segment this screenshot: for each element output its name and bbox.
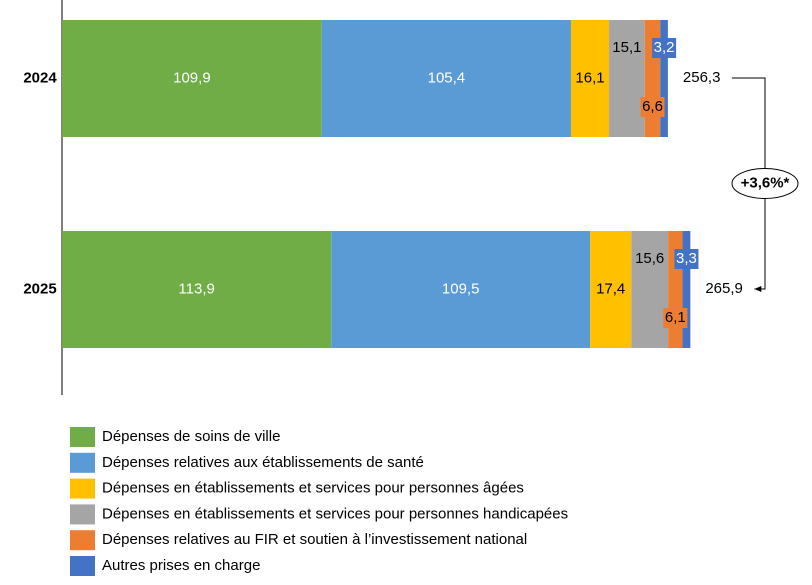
value-label-box <box>640 97 665 117</box>
bar-segment <box>321 20 571 137</box>
legend-swatch <box>70 556 95 576</box>
total-label: 256,3 <box>683 69 721 86</box>
bar-segment <box>668 231 683 348</box>
value-label: 3,2 <box>654 39 675 56</box>
value-label-box <box>652 38 677 58</box>
legend-swatch <box>70 452 95 473</box>
bar-segment <box>644 20 661 137</box>
value-label: 6,6 <box>642 98 663 115</box>
bar-segment <box>660 20 668 137</box>
bar-segment <box>682 231 691 348</box>
value-label: 113,9 <box>178 280 214 297</box>
bar-segment <box>590 231 632 348</box>
value-label: 17,4 <box>596 280 625 297</box>
category-label: 2024 <box>23 69 57 86</box>
value-label: 109,9 <box>173 69 211 86</box>
legend-label: Autres prises en charge <box>102 557 260 574</box>
legend-swatch <box>70 478 95 499</box>
category-label: 2025 <box>23 280 56 297</box>
value-label: 15,6 <box>635 250 664 267</box>
legend-swatch <box>70 504 95 525</box>
total-label: 265,9 <box>705 280 743 297</box>
value-label: 6,1 <box>665 309 686 326</box>
annotation: +3,6%* <box>741 174 790 191</box>
legend-label: Dépenses en établissements et services p… <box>102 480 524 497</box>
legend-label: Dépenses relatives aux établissements de… <box>102 454 424 471</box>
bar-segment <box>331 231 591 348</box>
value-label-box <box>674 249 699 269</box>
bar-segment <box>570 20 610 137</box>
value-label: 3,3 <box>676 250 697 267</box>
bar-segment <box>62 20 322 137</box>
legend-swatch <box>70 530 95 551</box>
legend-swatch <box>70 427 95 447</box>
bar-segment <box>62 231 332 348</box>
bar-segment <box>609 20 645 137</box>
annotation-bubble <box>731 168 799 199</box>
bar-segment <box>631 231 669 348</box>
value-label: 15,1 <box>612 39 641 56</box>
value-label: 16,1 <box>575 69 604 86</box>
value-label: 109,5 <box>442 280 480 297</box>
legend-label: Dépenses relatives au FIR et soutien à l… <box>102 531 527 548</box>
value-label-box <box>663 308 688 328</box>
legend-label: Dépenses en établissements et services p… <box>102 505 568 522</box>
legend-label: Dépenses de soins de ville <box>102 428 280 445</box>
value-label: 105,4 <box>428 69 466 86</box>
